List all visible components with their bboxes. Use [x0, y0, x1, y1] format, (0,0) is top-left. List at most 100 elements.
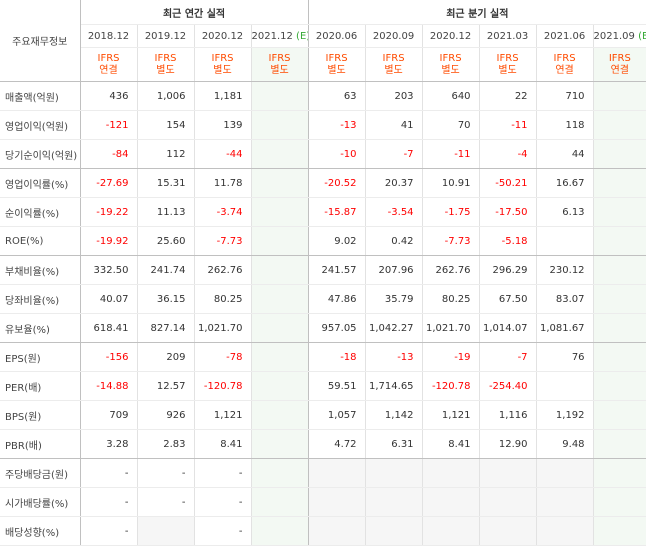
quarter-value: 1,081.67 — [536, 313, 594, 343]
quarter-value — [593, 284, 647, 314]
quarter-value: 47.86 — [308, 284, 366, 314]
quarter-value: -13 — [308, 110, 366, 140]
ifrs-basis-quarter_ifrs-4: IFRS 연결 — [536, 47, 594, 82]
table-row: ROE(%) -19.92 25.60 -7.73 9.02 0.42 -7.73 -5.18 — [0, 226, 647, 256]
row-label: 영업이익률(%) — [0, 168, 81, 198]
annual-value: 40.07 — [80, 284, 138, 314]
quarter-value — [422, 516, 480, 546]
quarter-value: 4.72 — [308, 429, 366, 459]
quarter-value: 59.51 — [308, 371, 366, 401]
annual-value: 618.41 — [80, 313, 138, 343]
table-row: PER(배) -14.88 12.57 -120.78 59.51 1,714.65 -12… — [0, 371, 647, 401]
quarter-value: 44 — [536, 139, 594, 169]
quarter-value: -10 — [308, 139, 366, 169]
quarter-value — [593, 516, 647, 546]
quarter-value: 230.12 — [536, 255, 594, 285]
quarter-value — [593, 458, 647, 488]
quarter-value: 1,714.65 — [365, 371, 423, 401]
quarter-value: 957.05 — [308, 313, 366, 343]
quarter-value — [308, 516, 366, 546]
quarter-value — [479, 487, 537, 517]
quarter-value: 203 — [365, 81, 423, 111]
quarter-period-label: 2020.09 — [372, 30, 415, 42]
annual-value: - — [80, 487, 138, 517]
quarter-value — [593, 429, 647, 459]
quarter-value — [479, 516, 537, 546]
quarter-value: 70 — [422, 110, 480, 140]
row-label: 당좌비율(%) — [0, 284, 81, 314]
ifrs-basis-annual_ifrs-2: IFRS 별도 — [194, 47, 252, 82]
annual-value — [251, 168, 309, 198]
quarter-value — [365, 458, 423, 488]
annual-value: 12.57 — [137, 371, 195, 401]
quarter-value: -19 — [422, 342, 480, 372]
ifrs-standard: IFRS — [553, 52, 576, 64]
quarter-value — [365, 516, 423, 546]
quarter-value — [593, 197, 647, 227]
quarter-period-label: 2021.03 — [486, 30, 529, 42]
ifrs-standard: IFRS — [268, 52, 291, 64]
ifrs-standard: IFRS — [325, 52, 348, 64]
annual-period-label: 2020.12 — [201, 30, 244, 42]
annual-value: - — [80, 458, 138, 488]
annual-value: 209 — [137, 342, 195, 372]
ifrs-standard: IFRS — [382, 52, 405, 64]
ifrs-basis-annual_ifrs-1: IFRS 별도 — [137, 47, 195, 82]
annual-period-1: 2019.12 — [137, 24, 195, 48]
annual-value: -44 — [194, 139, 252, 169]
quarter-value: -3.54 — [365, 197, 423, 227]
annual-value: 112 — [137, 139, 195, 169]
quarter-value — [536, 226, 594, 256]
annual-value: 1,006 — [137, 81, 195, 111]
quarter-value: 12.90 — [479, 429, 537, 459]
annual-value: - — [194, 458, 252, 488]
quarter-value: 241.57 — [308, 255, 366, 285]
annual-value: 11.78 — [194, 168, 252, 198]
quarter-value: 76 — [536, 342, 594, 372]
annual-value: - — [194, 487, 252, 517]
quarter-value: 16.67 — [536, 168, 594, 198]
quarter-value: -13 — [365, 342, 423, 372]
annual-value: 1,021.70 — [194, 313, 252, 343]
annual-period-label: 2018.12 — [87, 30, 130, 42]
ifrs-standard: IFRS — [439, 52, 462, 64]
row-label: BPS(원) — [0, 400, 81, 430]
ifrs-basis-quarter_ifrs-0: IFRS 별도 — [308, 47, 366, 82]
annual-value: -156 — [80, 342, 138, 372]
quarter-value: 1,042.27 — [365, 313, 423, 343]
ifrs-scope: 별도 — [384, 64, 403, 76]
quarter-value: -11 — [479, 110, 537, 140]
annual-value — [251, 226, 309, 256]
quarter-period-1: 2020.09 — [365, 24, 423, 48]
table-row: 주당배당금(원) - - - — [0, 458, 647, 488]
quarter-value: -120.78 — [422, 371, 480, 401]
corner-label: 주요재무정보 — [0, 0, 81, 82]
quarter-value: 8.41 — [422, 429, 480, 459]
quarter-value: 80.25 — [422, 284, 480, 314]
quarter-value — [593, 255, 647, 285]
ifrs-scope: 연결 — [99, 64, 118, 76]
annual-value: 11.13 — [137, 197, 195, 227]
table-row: PBR(배) 3.28 2.83 8.41 4.72 6.31 8.41 12.90 9.48 — [0, 429, 647, 459]
annual-period-label: 2021.12 — [251, 30, 293, 42]
annual-value — [251, 458, 309, 488]
quarter-value: 83.07 — [536, 284, 594, 314]
annual-value — [251, 284, 309, 314]
quarter-value — [593, 342, 647, 372]
table-row: 영업이익률(%) -27.69 15.31 11.78 -20.52 20.37 10.91… — [0, 168, 647, 198]
row-label: 영업이익(억원) — [0, 110, 81, 140]
annual-value — [251, 110, 309, 140]
row-label: 배당성향(%) — [0, 516, 81, 546]
row-label: 시가배당률(%) — [0, 487, 81, 517]
annual-value — [251, 342, 309, 372]
quarter-period-label: 2020.06 — [315, 30, 358, 42]
quarter-value: -1.75 — [422, 197, 480, 227]
quarter-value: 1,116 — [479, 400, 537, 430]
quarter-value — [422, 458, 480, 488]
annual-value: 926 — [137, 400, 195, 430]
ifrs-scope: 연결 — [610, 64, 630, 76]
quarter-value: 1,057 — [308, 400, 366, 430]
annual-value: 436 — [80, 81, 138, 111]
ifrs-scope: 별도 — [213, 64, 232, 76]
